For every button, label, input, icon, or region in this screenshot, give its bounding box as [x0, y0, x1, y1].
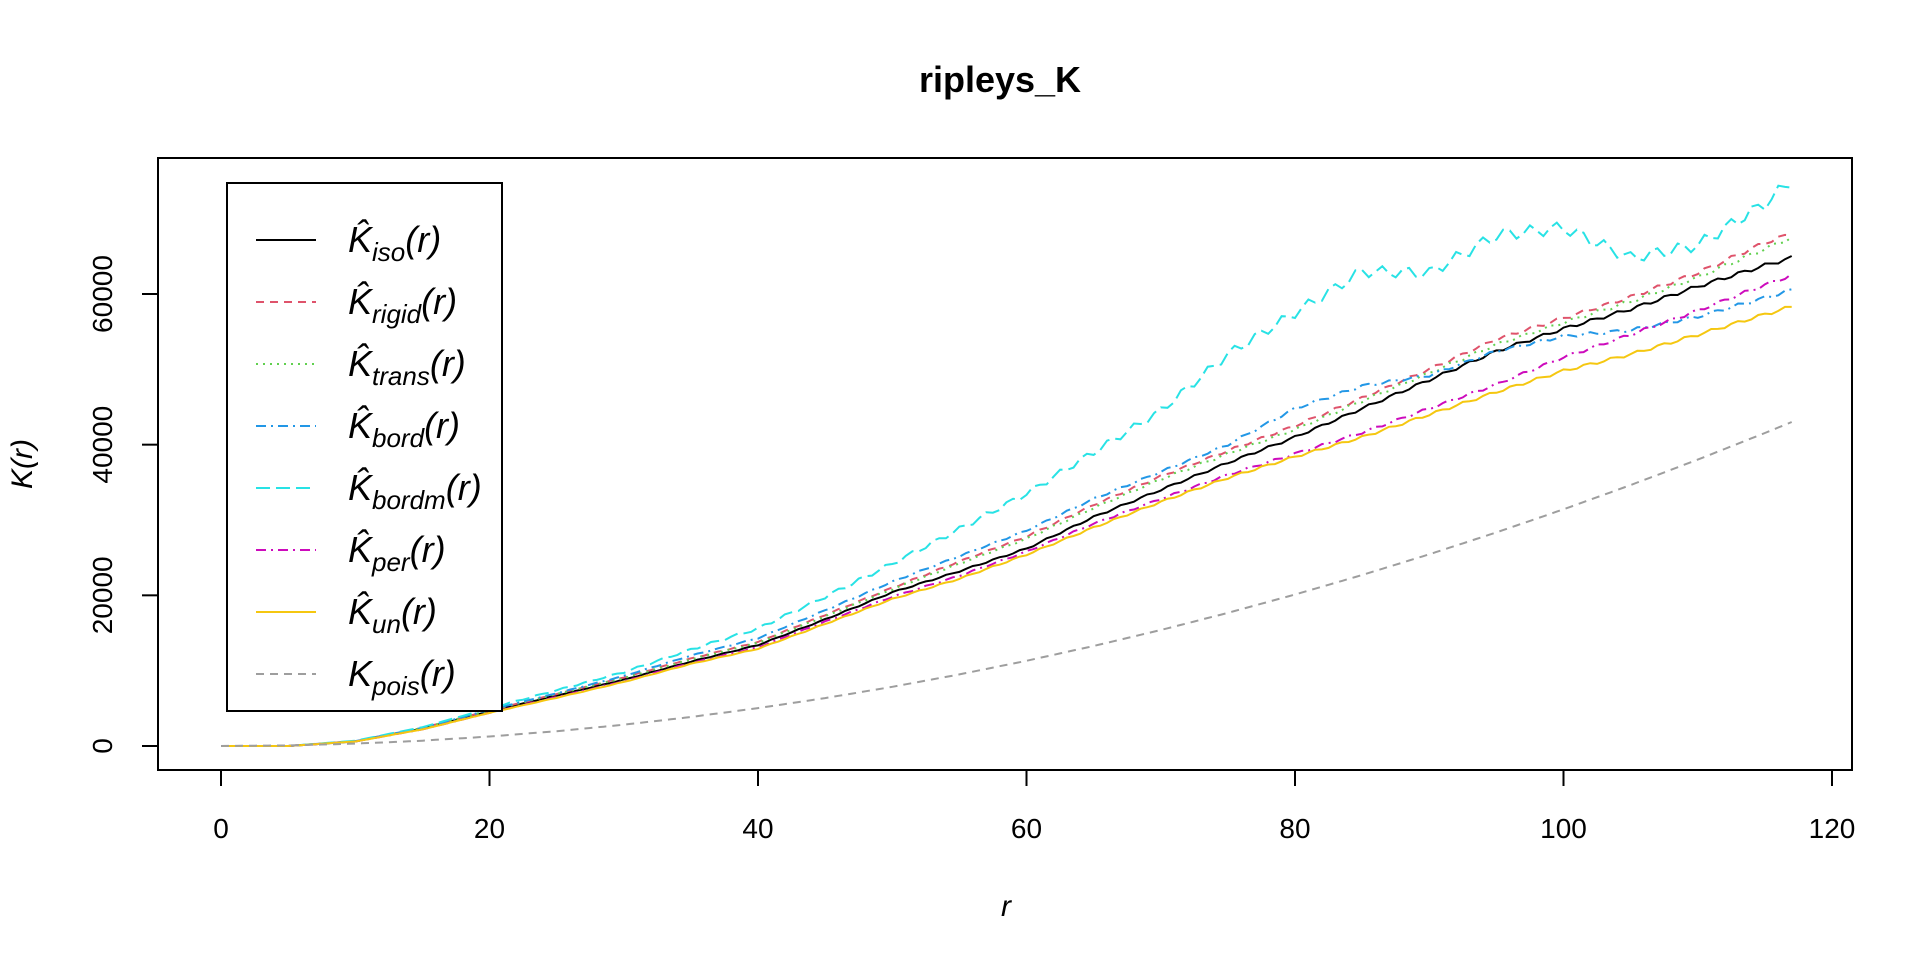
- y-tick-label: 0: [87, 738, 118, 754]
- legend-symbol: K̂: [348, 218, 374, 260]
- legend-symbol: K̂: [348, 466, 374, 508]
- legend-arg: (r): [410, 529, 446, 570]
- series-line-pois: [220, 421, 1793, 747]
- series-line-iso: [221, 255, 1793, 747]
- legend-label-pois: Kpois(r): [348, 653, 456, 701]
- legend-symbol: K: [348, 653, 374, 694]
- legend-subscript: rigid: [372, 299, 423, 329]
- legend-label-un: K̂un(r): [348, 590, 437, 639]
- legend-subscript: per: [371, 547, 411, 577]
- x-axis: 0 20 40 60 80 100 120: [213, 769, 1856, 844]
- series-line-un: [221, 305, 1792, 747]
- x-tick-label: 0: [213, 813, 229, 844]
- x-tick-label: 80: [1279, 813, 1310, 844]
- legend-subscript: trans: [372, 361, 430, 391]
- legend-label-rigid: K̂rigid(r): [348, 280, 457, 329]
- legend-subscript: un: [372, 609, 401, 639]
- legend-box: [226, 182, 503, 712]
- legend-arg: (r): [405, 219, 441, 260]
- legend-symbol: K̂: [348, 528, 374, 570]
- y-tick-label: 20000: [87, 556, 118, 634]
- x-tick-label: 120: [1809, 813, 1856, 844]
- y-axis-label: K(r): [6, 439, 39, 489]
- legend-arg: (r): [424, 405, 460, 446]
- legend-arg: (r): [401, 591, 437, 632]
- legend-label-trans: K̂trans(r): [348, 342, 466, 391]
- legend-symbol: K̂: [348, 404, 374, 446]
- legend-subscript: bordm: [372, 485, 446, 515]
- y-axis: 0 20000 40000 60000: [87, 255, 159, 754]
- legend-label-iso: K̂iso(r): [348, 218, 441, 267]
- legend-arg: (r): [430, 343, 466, 384]
- legend-arg: (r): [446, 467, 482, 508]
- y-tick-label: 40000: [87, 406, 118, 484]
- legend-symbol: K̂: [348, 280, 374, 322]
- legend-label-bordm: K̂bordm(r): [348, 466, 482, 515]
- legend-label-per: K̂per(r): [348, 528, 446, 577]
- legend-arg: (r): [421, 281, 457, 322]
- legend-arg: (r): [420, 653, 456, 694]
- x-tick-label: 20: [474, 813, 505, 844]
- legend-symbol: K̂: [348, 342, 374, 384]
- legend-symbol: K̂: [348, 590, 374, 632]
- legend: K̂iso(r)K̂rigid(r)K̂trans(r)K̂bord(r)K̂b…: [226, 182, 503, 712]
- x-axis-label: r: [1001, 890, 1012, 923]
- series-line-rigid: [221, 233, 1792, 747]
- legend-subscript: bord: [372, 423, 426, 453]
- legend-subscript: pois: [371, 671, 420, 701]
- y-tick-label: 60000: [87, 255, 118, 333]
- x-tick-label: 40: [742, 813, 773, 844]
- x-tick-label: 60: [1011, 813, 1042, 844]
- chart-title: ripleys_K: [919, 59, 1081, 100]
- legend-subscript: iso: [372, 237, 405, 267]
- legend-label-bord: K̂bord(r): [348, 404, 460, 453]
- x-tick-label: 100: [1540, 813, 1587, 844]
